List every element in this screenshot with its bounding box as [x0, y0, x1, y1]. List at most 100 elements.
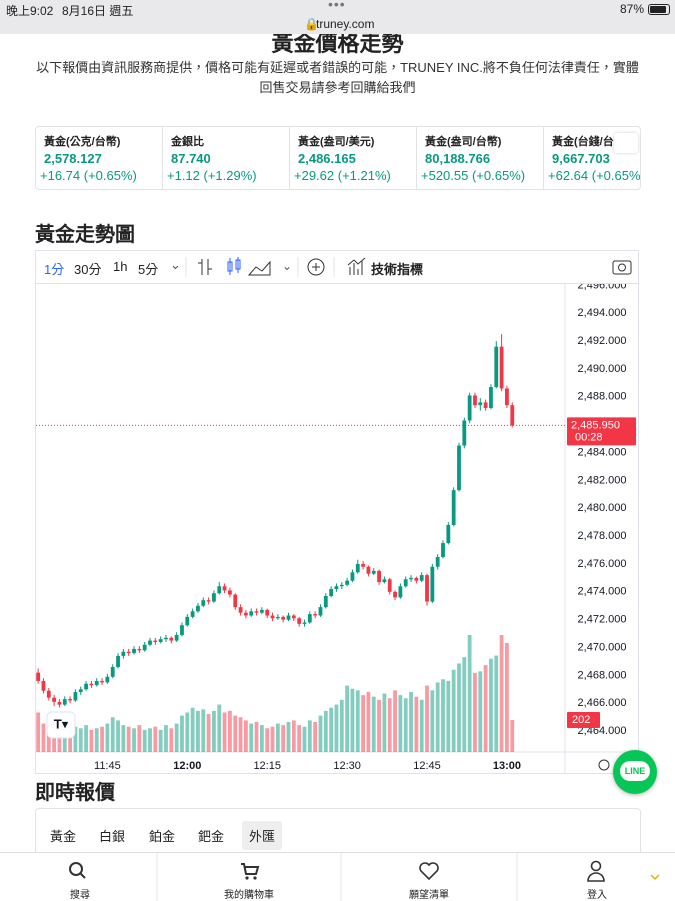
style-dropdown[interactable]: ⌄ — [282, 259, 292, 273]
candle-body — [489, 387, 493, 408]
volume-bar — [78, 728, 83, 752]
last-price-label: 2,485.950 — [571, 419, 620, 431]
quote-tab[interactable]: 鈀金 — [198, 829, 225, 844]
ticker[interactable]: 黃金(盎司/台幣) 80,188.766 +520.55 (+0.65%) — [417, 127, 544, 189]
volume-bar — [228, 710, 232, 752]
quote-tab[interactable]: 白銀 — [99, 829, 126, 844]
volume-bar — [52, 733, 57, 752]
nav-label[interactable]: 願望清單 — [409, 890, 449, 901]
volume-bar — [126, 726, 131, 752]
volume-bar — [441, 679, 445, 752]
interval-dropdown[interactable]: ⌄ — [170, 257, 181, 272]
quote-tab[interactable]: 黃金 — [50, 829, 77, 844]
heart-icon[interactable] — [419, 862, 439, 881]
volume-layer — [36, 635, 515, 752]
candle-body — [281, 616, 286, 620]
volume-bar — [371, 696, 376, 752]
volume-bar — [419, 699, 424, 752]
volume-bar — [467, 635, 472, 752]
line-button[interactable]: LINE — [613, 750, 657, 794]
search-icon[interactable] — [69, 862, 86, 879]
dots: ••• — [328, 0, 346, 12]
candle-body — [265, 609, 270, 616]
status-bar: 晚上9:02 8月16日 週五 ••• 🔒 truney.com 87% — [0, 0, 675, 34]
disclaimer: 以下報價由資訊服務商提供，價格可能有延遲或者錯誤的可能，TRUNEY INC.將… — [36, 60, 639, 95]
chart-container — [35, 250, 639, 774]
candle-body — [94, 680, 99, 686]
chart-title: 黃金走勢圖 — [35, 224, 135, 246]
ticker-price: 2,486.165 — [298, 151, 356, 166]
volume-bar — [174, 723, 179, 752]
url[interactable]: truney.com — [316, 17, 375, 31]
ticker-change: +520.55 (+0.65%) — [421, 168, 526, 183]
quote-tab-active[interactable]: 外匯 — [242, 821, 283, 850]
candle-body — [158, 639, 163, 642]
candle-body — [323, 596, 328, 608]
user-icon[interactable] — [587, 860, 605, 882]
candle-body — [307, 614, 312, 623]
last-price-box — [567, 417, 636, 446]
volume-bar — [483, 665, 488, 752]
indicators-button[interactable]: 技術指標 — [371, 262, 424, 277]
candle-body — [403, 579, 408, 587]
candle-body — [297, 618, 302, 624]
ticker-name: 金銀比 — [171, 136, 204, 148]
compare-icon[interactable] — [307, 258, 325, 276]
ticker-price: 87.740 — [171, 151, 211, 166]
volume-bar — [350, 688, 355, 752]
x-tick-label: 12:15 — [253, 760, 281, 772]
volume-bar — [473, 672, 477, 752]
volume-bar — [265, 728, 270, 752]
y-tick-label: 2,472.000 — [578, 614, 627, 626]
volume-bar — [435, 682, 440, 752]
scroll-chevron[interactable] — [650, 874, 660, 881]
nav-label[interactable]: 登入 — [587, 890, 607, 901]
candle-body — [78, 689, 83, 693]
volume-bar — [243, 720, 248, 752]
y-tick-label: 2,484.000 — [578, 446, 627, 458]
candle-body — [233, 594, 238, 608]
battery-icon — [648, 4, 670, 15]
interval-button[interactable]: 30分 — [74, 262, 102, 277]
candle-body — [446, 524, 451, 544]
settings-icon[interactable] — [598, 759, 610, 771]
nav-label[interactable]: 搜尋 — [70, 890, 90, 901]
cart-icon[interactable] — [241, 863, 260, 880]
volume-bar — [254, 721, 259, 752]
ticker[interactable]: 黃金(台錢/台幣) 9,667.703 +62.64 (+0.65%) — [544, 127, 640, 189]
ticker[interactable]: 金銀比 87.740 +1.12 (+1.29%) — [163, 127, 290, 189]
candle-body — [467, 395, 472, 421]
ticker-name: 黃金(台錢/台幣) — [552, 136, 629, 148]
volume-label-box — [567, 712, 600, 729]
interval-button[interactable]: 5分 — [138, 262, 159, 277]
interval-button[interactable]: 1h — [113, 259, 128, 274]
volume-bar — [142, 729, 147, 752]
volume-bar — [425, 685, 429, 752]
candle-body — [499, 346, 504, 389]
y-tick-label: 2,494.000 — [578, 307, 627, 319]
candle-body — [387, 579, 392, 592]
volume-bar — [116, 720, 120, 752]
chart-toolbar: 1分 30分 1h 5分 ⌄ 技術指標 ⌄ — [36, 251, 638, 284]
bar-icon[interactable] — [198, 259, 212, 275]
ticker-name: 黃金(公克/台幣) — [44, 136, 121, 148]
candle-body — [201, 600, 206, 606]
volume-bar — [259, 725, 264, 752]
volume-bar — [377, 699, 381, 752]
candle-body — [350, 572, 355, 581]
interval-button[interactable]: 1分 — [44, 262, 65, 277]
ticker[interactable]: 黃金(盎司/美元) 2,486.165 +29.62 (+1.21%) — [290, 127, 417, 189]
ticker[interactable]: 黃金(公克/台幣) 2,578.127 +16.74 (+0.65%) — [36, 127, 163, 189]
quote-tab[interactable]: 鉑金 — [149, 829, 176, 844]
candle-body — [185, 616, 190, 626]
ticker-change: +1.12 (+1.29%) — [167, 168, 257, 183]
camera-icon[interactable] — [612, 260, 632, 275]
nav-label[interactable]: 我的購物車 — [224, 890, 274, 901]
candle-body — [409, 577, 413, 580]
area-icon[interactable] — [247, 260, 271, 276]
candle-body — [441, 543, 445, 557]
tv-logo-text: T▾ — [54, 716, 69, 731]
indicators-icon — [347, 257, 366, 275]
candle-body — [345, 580, 350, 585]
candle-icon[interactable] — [227, 257, 241, 275]
